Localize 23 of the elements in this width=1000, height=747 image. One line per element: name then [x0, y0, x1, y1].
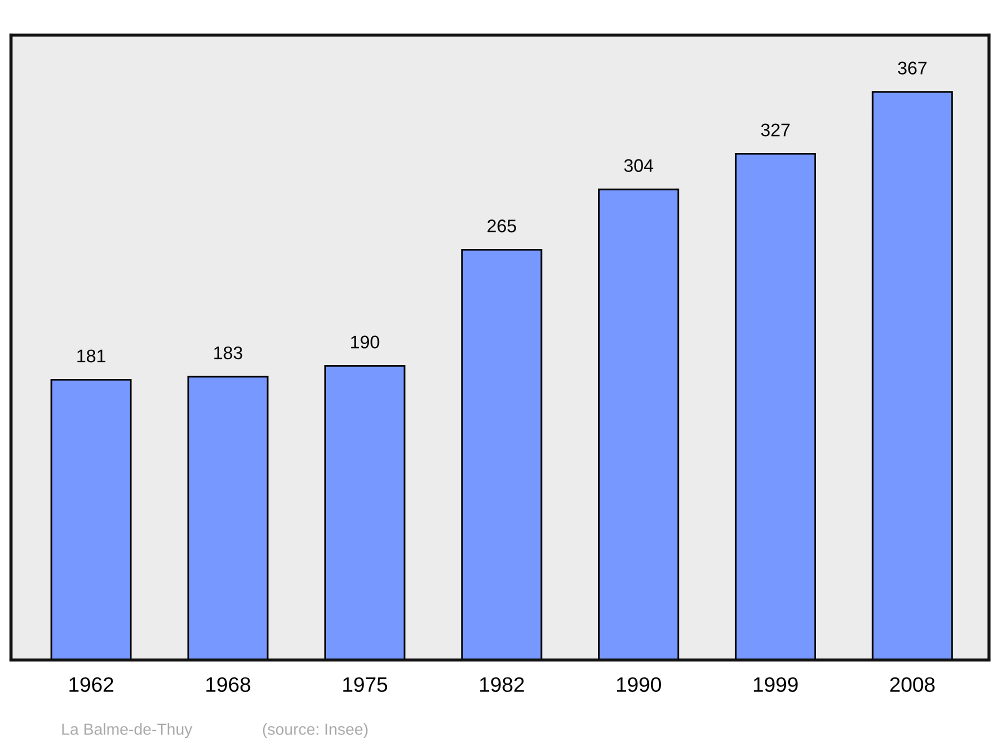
data-label: 367	[898, 62, 927, 74]
text: (source: Insee)	[262, 723, 368, 738]
bar	[461, 248, 542, 660]
bar	[734, 152, 816, 660]
x-tick-label: 2008	[890, 677, 935, 692]
text: La Balme-de-Thuy	[62, 723, 192, 738]
x-tick-label: 1999	[754, 677, 798, 692]
x-tick-label: 1982	[480, 677, 524, 692]
bar	[872, 91, 953, 660]
data-label: 327	[761, 124, 790, 136]
bar	[187, 376, 268, 660]
data-label: 265	[488, 220, 516, 232]
data-label: 181	[77, 350, 106, 362]
bar	[598, 188, 680, 660]
bar	[50, 378, 132, 660]
x-tick-label: 1962	[69, 677, 114, 692]
x-tick-label: 1968	[206, 677, 250, 692]
data-label: 304	[624, 159, 654, 172]
x-tick-label: 1975	[343, 677, 388, 692]
data-label: 183	[214, 346, 242, 360]
data-label: 190	[351, 336, 380, 348]
x-tick-label: 1990	[617, 677, 661, 692]
bar	[324, 365, 406, 660]
